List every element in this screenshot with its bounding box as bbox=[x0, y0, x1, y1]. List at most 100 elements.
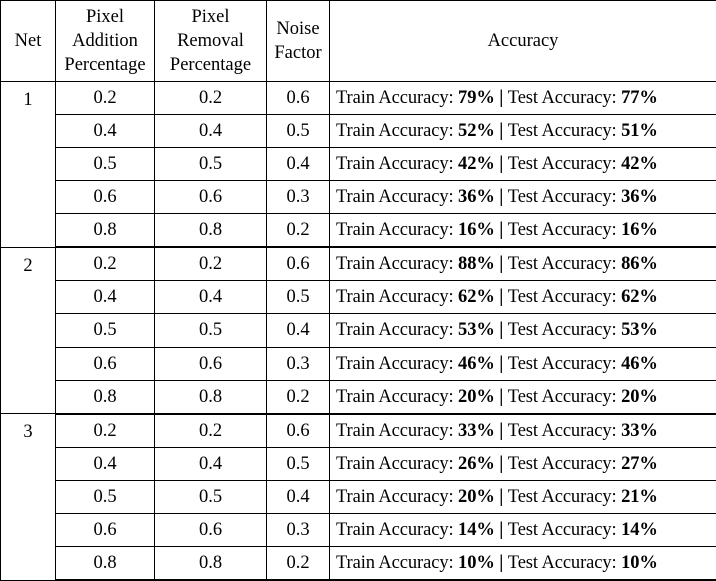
noise-factor-cell: 0.3 bbox=[266, 180, 330, 215]
train-label: Train Accuracy: bbox=[336, 287, 459, 308]
train-label: Train Accuracy: bbox=[336, 486, 459, 507]
table-row: 0.5 0.5 0.4 Train Accuracy: 20% | Test Accu… bbox=[1, 479, 716, 514]
pixel-removal-cell: 0.2 bbox=[154, 80, 267, 116]
pixel-removal-cell: 0.4 bbox=[154, 114, 267, 149]
noise-factor-cell: 0.5 bbox=[266, 446, 330, 481]
accuracy-cell: Train Accuracy: 10% | Test Accuracy: 10% bbox=[329, 545, 716, 581]
table-row: 0.6 0.6 0.3 Train Accuracy: 36% | Test Accu… bbox=[1, 180, 716, 215]
separator: | bbox=[494, 353, 508, 374]
noise-factor-cell: 0.6 bbox=[266, 246, 330, 282]
pixel-removal-cell: 0.8 bbox=[154, 213, 267, 249]
pixel-removal-cell: 0.8 bbox=[154, 379, 267, 415]
table-row: 3 0.2 0.2 0.6 Train Accuracy: 33% | Test Acc… bbox=[0, 413, 716, 581]
header-row: Net Pixel Addition Percentage Pixel Remo… bbox=[0, 0, 716, 82]
accuracy-cell: Train Accuracy: 53% | Test Accuracy: 53% bbox=[329, 313, 716, 348]
test-accuracy-value: 27% bbox=[621, 453, 658, 474]
train-accuracy-value: 52% bbox=[458, 121, 495, 142]
net-cell: 3 bbox=[0, 413, 56, 581]
accuracy-cell: Train Accuracy: 16% | Test Accuracy: 16% bbox=[329, 213, 716, 249]
separator: | bbox=[494, 88, 508, 109]
table-row: 0.8 0.8 0.2 Train Accuracy: 20% | Test Accu… bbox=[1, 379, 716, 415]
test-accuracy-value: 36% bbox=[621, 187, 658, 208]
train-label: Train Accuracy: bbox=[336, 254, 459, 275]
separator: | bbox=[494, 420, 508, 441]
train-label: Train Accuracy: bbox=[336, 353, 459, 374]
train-label: Train Accuracy: bbox=[336, 88, 459, 109]
separator: | bbox=[494, 320, 508, 341]
test-label: Test Accuracy: bbox=[507, 519, 622, 540]
test-label: Test Accuracy: bbox=[507, 453, 622, 474]
accuracy-cell: Train Accuracy: 20% | Test Accuracy: 21% bbox=[329, 479, 716, 514]
pixel-addition-cell: 0.2 bbox=[55, 246, 155, 282]
table-row: 1 0.2 0.2 0.6 Train Accuracy: 79% | Test Acc… bbox=[0, 80, 716, 248]
table-body: 1 0.2 0.2 0.6 Train Accuracy: 79% | Test Acc… bbox=[0, 80, 716, 581]
test-label: Test Accuracy: bbox=[507, 353, 622, 374]
table-row: 0.5 0.5 0.4 Train Accuracy: 53% | Test Accu… bbox=[1, 313, 716, 348]
accuracy-cell: Train Accuracy: 26% | Test Accuracy: 27% bbox=[329, 446, 716, 481]
test-accuracy-value: 53% bbox=[621, 320, 658, 341]
test-label: Test Accuracy: bbox=[507, 254, 622, 275]
noise-factor-cell: 0.4 bbox=[266, 479, 330, 514]
train-accuracy-value: 42% bbox=[458, 154, 495, 175]
train-label: Train Accuracy: bbox=[336, 121, 459, 142]
pixel-addition-cell: 0.5 bbox=[55, 147, 155, 182]
table-row: 0.4 0.4 0.5 Train Accuracy: 62% | Test Accu… bbox=[1, 280, 716, 315]
accuracy-cell: Train Accuracy: 79% | Test Accuracy: 77% bbox=[329, 80, 716, 116]
test-label: Test Accuracy: bbox=[507, 386, 622, 407]
pixel-addition-cell: 0.4 bbox=[55, 114, 155, 149]
noise-factor-cell: 0.4 bbox=[266, 147, 330, 182]
accuracy-cell: Train Accuracy: 46% | Test Accuracy: 46% bbox=[329, 346, 716, 381]
test-accuracy-value: 20% bbox=[621, 386, 658, 407]
pixel-removal-cell: 0.5 bbox=[154, 313, 267, 348]
noise-factor-cell: 0.2 bbox=[266, 379, 330, 415]
test-label: Test Accuracy: bbox=[507, 187, 622, 208]
header-pixel-removal: Pixel Removal Percentage bbox=[154, 0, 267, 82]
accuracy-cell: Train Accuracy: 62% | Test Accuracy: 62% bbox=[329, 280, 716, 315]
test-accuracy-value: 33% bbox=[621, 420, 658, 441]
net-cell: 1 bbox=[0, 81, 56, 248]
noise-factor-cell: 0.3 bbox=[266, 512, 330, 547]
train-accuracy-value: 88% bbox=[458, 254, 495, 275]
train-label: Train Accuracy: bbox=[336, 320, 459, 341]
pixel-removal-cell: 0.2 bbox=[154, 246, 267, 282]
train-accuracy-value: 26% bbox=[458, 453, 495, 474]
accuracy-cell: Train Accuracy: 14% | Test Accuracy: 14% bbox=[329, 512, 716, 547]
test-accuracy-value: 16% bbox=[621, 220, 658, 241]
table-row: 0.5 0.5 0.4 Train Accuracy: 42% | Test Accu… bbox=[1, 147, 716, 182]
separator: | bbox=[494, 519, 508, 540]
pixel-removal-cell: 0.6 bbox=[154, 346, 267, 381]
accuracy-cell: Train Accuracy: 42% | Test Accuracy: 42% bbox=[329, 147, 716, 182]
noise-factor-cell: 0.2 bbox=[266, 213, 330, 249]
train-label: Train Accuracy: bbox=[336, 420, 459, 441]
train-accuracy-value: 62% bbox=[458, 287, 495, 308]
train-accuracy-value: 33% bbox=[458, 420, 495, 441]
noise-factor-cell: 0.2 bbox=[266, 545, 330, 581]
separator: | bbox=[494, 386, 508, 407]
table-row: 0.8 0.8 0.2 Train Accuracy: 10% | Test Accu… bbox=[1, 545, 716, 581]
test-label: Test Accuracy: bbox=[507, 486, 622, 507]
separator: | bbox=[494, 486, 508, 507]
header-net: Net bbox=[0, 0, 56, 82]
separator: | bbox=[494, 287, 508, 308]
test-label: Test Accuracy: bbox=[507, 220, 622, 241]
test-accuracy-value: 10% bbox=[621, 552, 658, 573]
accuracy-cell: Train Accuracy: 88% | Test Accuracy: 86% bbox=[329, 246, 716, 282]
table-row: 0.8 0.8 0.2 Train Accuracy: 16% | Test Accu… bbox=[1, 213, 716, 249]
test-accuracy-value: 14% bbox=[621, 519, 658, 540]
noise-factor-cell: 0.6 bbox=[266, 413, 330, 448]
pixel-addition-cell: 0.8 bbox=[55, 545, 155, 581]
table-row: 0.4 0.4 0.5 Train Accuracy: 26% | Test Accu… bbox=[1, 446, 716, 481]
test-label: Test Accuracy: bbox=[507, 88, 622, 109]
pixel-addition-cell: 0.6 bbox=[55, 512, 155, 547]
noise-factor-cell: 0.4 bbox=[266, 313, 330, 348]
train-accuracy-value: 14% bbox=[458, 519, 495, 540]
train-accuracy-value: 10% bbox=[458, 552, 495, 573]
test-label: Test Accuracy: bbox=[507, 287, 622, 308]
train-label: Train Accuracy: bbox=[336, 187, 459, 208]
table-row: 0.6 0.6 0.3 Train Accuracy: 14% | Test Accu… bbox=[1, 512, 716, 547]
pixel-addition-cell: 0.2 bbox=[55, 80, 155, 116]
separator: | bbox=[494, 187, 508, 208]
pixel-addition-cell: 0.6 bbox=[55, 346, 155, 381]
table-row: 2 0.2 0.2 0.6 Train Accuracy: 88% | Test Acc… bbox=[0, 246, 716, 415]
